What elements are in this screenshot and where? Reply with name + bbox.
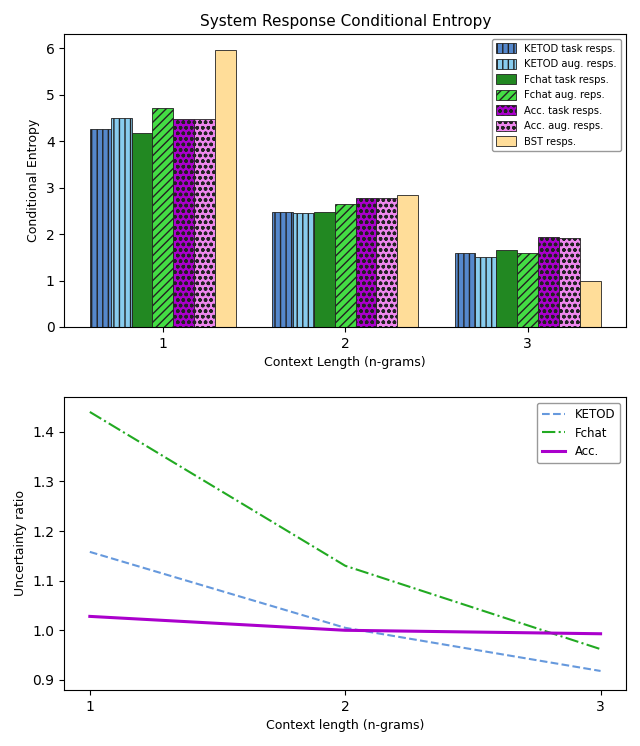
Title: System Response Conditional Entropy: System Response Conditional Entropy — [200, 14, 491, 29]
Bar — [152, 107, 173, 327]
Acc. — [596, 630, 604, 639]
Bar — [476, 257, 497, 327]
Fchat — [596, 645, 604, 653]
KETOD — [86, 548, 93, 557]
Line: KETOD: KETOD — [90, 552, 600, 671]
Y-axis label: Conditional Entropy: Conditional Entropy — [27, 119, 40, 242]
Bar — [580, 281, 600, 327]
X-axis label: Context length (n-grams): Context length (n-grams) — [266, 719, 424, 732]
Bar — [497, 251, 517, 327]
Y-axis label: Uncertainty ratio: Uncertainty ratio — [14, 490, 27, 597]
Bar — [376, 198, 397, 327]
Acc. — [86, 612, 93, 621]
Fchat — [86, 407, 93, 416]
Legend: KETOD, Fchat, Acc.: KETOD, Fchat, Acc. — [537, 403, 620, 463]
Bar — [111, 118, 132, 327]
Bar — [215, 49, 236, 327]
Bar — [335, 204, 356, 327]
Bar — [173, 119, 194, 327]
Bar — [538, 237, 559, 327]
Acc. — [341, 626, 349, 635]
Bar — [272, 212, 293, 327]
Bar — [314, 212, 335, 327]
Bar — [559, 238, 580, 327]
Bar — [397, 195, 418, 327]
Legend: KETOD task resps., KETOD aug. resps., Fchat task resps., Fchat aug. reps., Acc. : KETOD task resps., KETOD aug. resps., Fc… — [493, 40, 621, 151]
Fchat — [341, 561, 349, 570]
Line: Fchat: Fchat — [90, 412, 600, 649]
X-axis label: Context Length (n-grams): Context Length (n-grams) — [264, 357, 426, 369]
Bar — [356, 198, 376, 327]
Bar — [132, 133, 152, 327]
KETOD — [341, 624, 349, 633]
Bar — [90, 130, 111, 327]
Bar — [293, 213, 314, 327]
Bar — [517, 253, 538, 327]
Bar — [194, 119, 215, 327]
KETOD — [596, 666, 604, 675]
Bar — [454, 253, 476, 327]
Line: Acc.: Acc. — [90, 616, 600, 634]
